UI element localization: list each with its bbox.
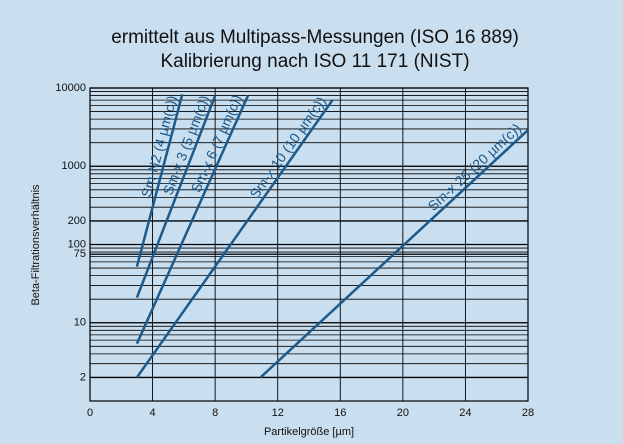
series-line (259, 129, 529, 379)
series-line (135, 95, 250, 345)
x-tick-label: 20 (397, 407, 409, 419)
y-axis-label: Beta-Filtrationsverhältnis (30, 184, 42, 306)
series-label: Sm-x 25 (20 µm(c)) (425, 120, 525, 214)
x-tick-label: 12 (272, 407, 284, 419)
x-tick-label: 8 (212, 407, 218, 419)
x-tick-label: 28 (522, 407, 534, 419)
series-line (135, 99, 334, 379)
series-line (135, 95, 217, 298)
series-label: Sm-x 10 (10 µm(c)) (246, 93, 329, 201)
x-tick-label: 16 (334, 407, 346, 419)
y-tick-label: 200 (68, 215, 86, 227)
y-tick-label: 10 (74, 317, 86, 329)
x-tick-label: 24 (459, 407, 471, 419)
plot-frame (89, 87, 529, 402)
y-tick-label: 75 (74, 248, 86, 260)
x-tick-label: 0 (87, 407, 93, 419)
y-tick-label: 100 (68, 238, 86, 250)
x-tick-label: 4 (150, 407, 156, 419)
chart-title: ermittelt aus Multipass-Messungen (ISO 1… (111, 27, 519, 48)
y-tick-label: 1000 (62, 160, 86, 172)
x-axis-label: Partikelgröße [µm] (264, 426, 354, 438)
series-line (135, 94, 184, 268)
y-tick-label: 10000 (55, 82, 86, 94)
chart-title: Kalibrierung nach ISO 11 171 (NIST) (160, 51, 469, 72)
y-tick-label: 2 (80, 371, 86, 383)
